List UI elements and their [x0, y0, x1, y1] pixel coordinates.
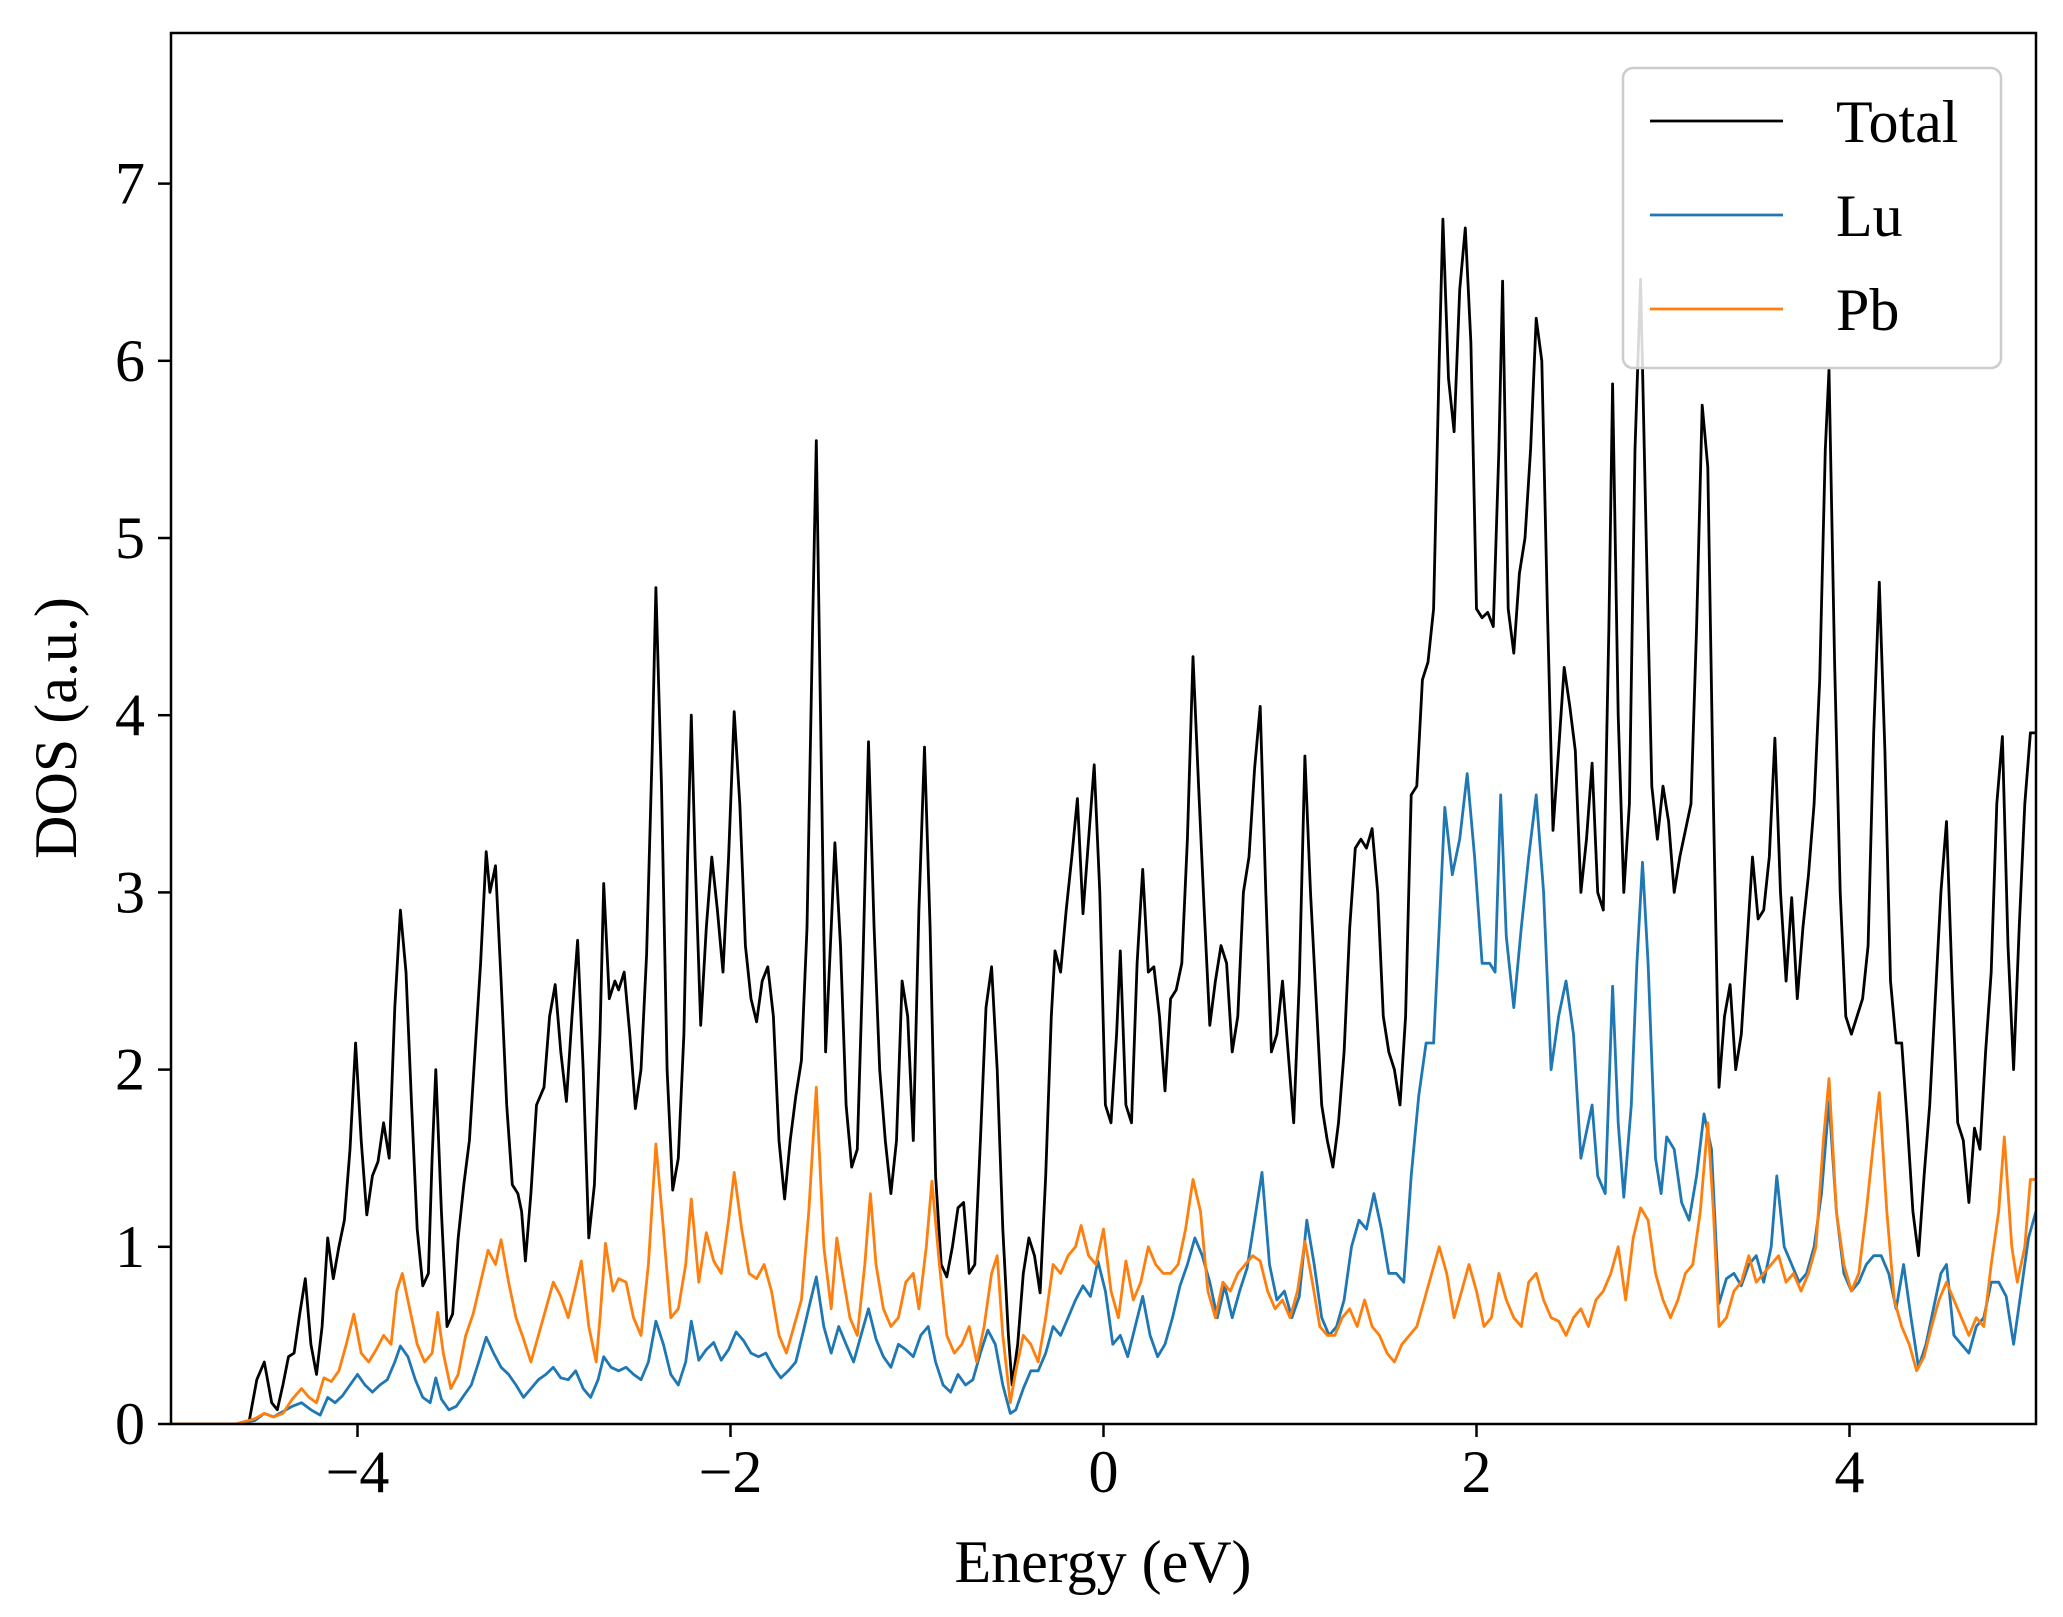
y-tick-label: 1 — [115, 1214, 145, 1280]
x-tick-label: −2 — [699, 1439, 763, 1505]
y-tick-label: 5 — [115, 505, 145, 571]
y-tick-label: 2 — [115, 1037, 145, 1103]
x-tick-label: 0 — [1089, 1439, 1119, 1505]
legend-label-total: Total — [1836, 89, 1958, 155]
legend-label-pb: Pb — [1836, 277, 1899, 343]
y-tick-label: 7 — [115, 151, 145, 217]
x-tick-label: 2 — [1462, 1439, 1492, 1505]
y-tick-label: 0 — [115, 1391, 145, 1457]
legend: Total Lu Pb — [1623, 68, 2001, 368]
y-tick-label: 3 — [115, 859, 145, 925]
dos-chart: −4 −2 0 2 4 01234567 Energy (eV) DOS (a.u.) … — [0, 0, 2063, 1617]
y-tick-label: 6 — [115, 328, 145, 394]
y-tick-label: 4 — [115, 682, 145, 748]
y-axis-title: DOS (a.u.) — [23, 597, 89, 859]
legend-label-lu: Lu — [1836, 183, 1903, 249]
x-tick-label: −4 — [326, 1439, 390, 1505]
x-tick-label: 4 — [1835, 1439, 1865, 1505]
x-axis-title: Energy (eV) — [954, 1529, 1251, 1595]
